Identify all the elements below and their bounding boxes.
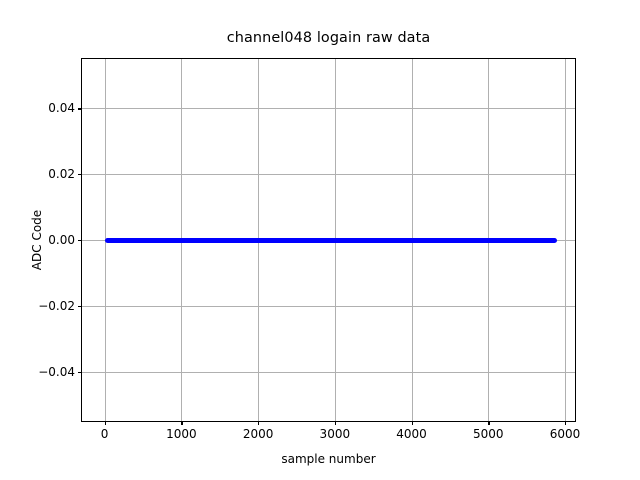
x-tick-label: 0: [100, 427, 109, 441]
x-tick-label: 5000: [473, 427, 504, 441]
x-tick-mark: [181, 421, 183, 425]
x-tick-label: 6000: [549, 427, 581, 441]
y-tick-mark: [78, 240, 82, 242]
y-tick-mark: [78, 371, 82, 373]
x-tick-mark: [411, 421, 413, 425]
y-tick-label: −0.02: [38, 298, 75, 313]
y-tick-label: −0.04: [38, 364, 75, 379]
chart-title: channel048 logain raw data: [226, 30, 431, 46]
y-tick-label: 0.00: [48, 233, 75, 247]
data-series-line: [104, 237, 558, 243]
x-tick-label: 3000: [319, 427, 351, 441]
y-tick-mark: [78, 108, 82, 110]
y-gridline: [82, 108, 575, 110]
y-gridline: [82, 371, 575, 373]
x-tick-mark: [258, 421, 260, 425]
y-tick-mark: [78, 305, 82, 308]
x-tick-mark: [334, 421, 337, 425]
x-tick-mark: [488, 421, 490, 425]
x-tick-label: 2000: [242, 427, 274, 441]
y-gridline: [82, 174, 575, 176]
y-gridline: [82, 305, 575, 307]
x-tick-label: 4000: [396, 427, 427, 441]
x-axis-label: sample number: [281, 452, 376, 466]
plot-axes: 0 1000 2000 3000 4000 5000 6000 0.04 0.02 0.00 −0.…: [38, 58, 580, 441]
y-tick-label: 0.04: [48, 101, 75, 116]
x-tick-mark: [104, 421, 106, 425]
y-axis-label: ADC Code: [30, 209, 45, 271]
y-tick-mark: [78, 174, 82, 176]
y-tick-label: 0.02: [48, 167, 75, 182]
x-tick-label: 1000: [166, 427, 197, 441]
x-tick-mark: [565, 421, 567, 425]
